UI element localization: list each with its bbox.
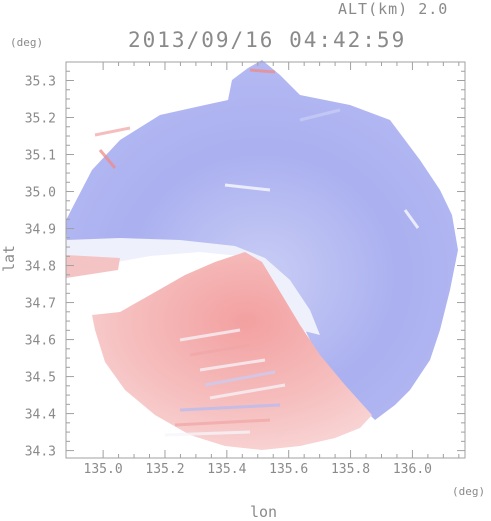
plot-border — [65, 61, 466, 459]
x-tick-label: 135.4 — [207, 462, 246, 477]
y-tick-label: 34.4 — [25, 408, 56, 423]
x-axis-ticks: 135.0 135.2 135.4 135.6 135.8 136.0 — [84, 62, 460, 477]
y-tick-label: 34.5 — [25, 371, 56, 386]
y-tick-label: 34.9 — [25, 223, 56, 238]
approaching-region — [66, 60, 458, 420]
y-tick-label: 34.6 — [25, 334, 56, 349]
y-axis-unit: (deg) — [10, 36, 44, 49]
x-axis-label: lon — [250, 503, 278, 521]
y-tick-label: 35.1 — [25, 149, 56, 164]
x-tick-label: 135.2 — [145, 462, 184, 477]
receding-region — [92, 252, 372, 450]
radial-velocity-field — [66, 60, 458, 450]
x-tick-label: 135.0 — [84, 462, 123, 477]
y-tick-label: 34.3 — [25, 445, 56, 460]
y-tick-label: 34.8 — [25, 260, 56, 275]
y-tick-label: 35.3 — [25, 75, 56, 90]
speckle-streaks — [94, 68, 420, 437]
x-tick-label: 135.8 — [331, 462, 370, 477]
y-tick-label: 34.7 — [25, 297, 56, 312]
x-axis-unit: (deg) — [452, 485, 486, 498]
left-edge-streak — [66, 255, 120, 278]
y-tick-label: 35.0 — [25, 186, 56, 201]
x-tick-label: 136.0 — [393, 462, 432, 477]
y-tick-label: 35.2 — [25, 112, 56, 127]
datetime-title: 2013/09/16 04:42:59 — [128, 28, 407, 52]
altitude-label: ALT(km) 2.0 — [338, 0, 449, 18]
y-axis-ticks: 34.3 34.4 34.5 34.6 34.7 34.8 34.9 35.0 35.1 35.2… — [25, 61, 465, 460]
x-tick-label: 135.6 — [269, 462, 308, 477]
plot-frame — [65, 61, 466, 459]
